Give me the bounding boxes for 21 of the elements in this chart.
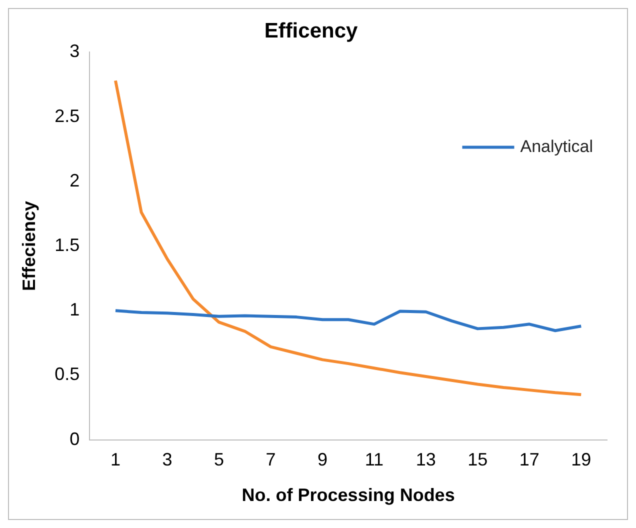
- chart-title: Efficency: [264, 19, 358, 42]
- x-tick-label: 3: [162, 450, 172, 470]
- x-tick-label: 5: [214, 450, 224, 470]
- y-tick-label: 1.5: [54, 234, 80, 255]
- x-tick-label: 9: [317, 450, 328, 470]
- legend-label: Analytical: [520, 136, 594, 156]
- y-axis-title: Effeciency: [18, 200, 39, 292]
- x-tick-label: 1: [110, 450, 120, 470]
- y-tick-label: 2.5: [54, 106, 80, 126]
- y-tick-label: 0.5: [54, 364, 80, 384]
- x-tick-label: 7: [266, 450, 276, 470]
- x-tick-label: 19: [571, 450, 592, 470]
- x-tick-label: 11: [364, 450, 384, 470]
- x-tick-label: 15: [468, 450, 488, 470]
- y-tick-label: 2: [70, 170, 80, 190]
- y-tick-label: 0: [70, 428, 80, 449]
- x-tick-label: 17: [519, 450, 540, 470]
- y-tick-label: 3: [70, 41, 80, 62]
- x-tick-label: 13: [416, 450, 436, 470]
- x-axis-title: No. of Processing Nodes: [242, 485, 455, 506]
- y-tick-label: 1: [70, 300, 80, 320]
